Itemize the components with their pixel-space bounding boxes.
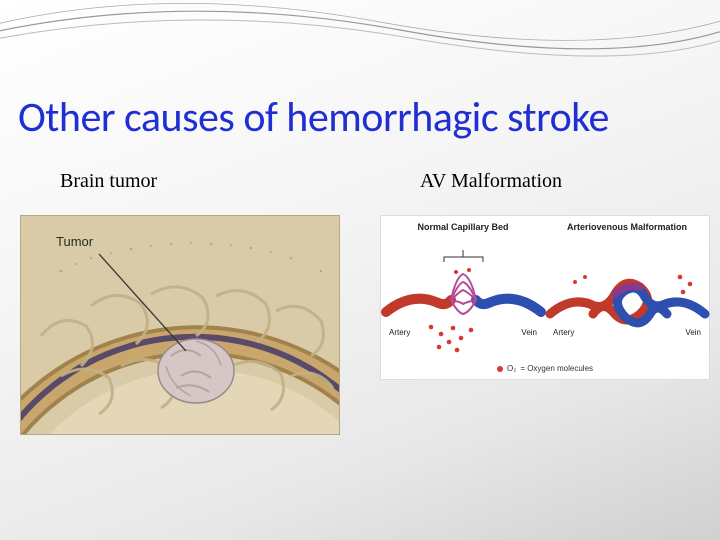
right-heading: AV Malformation [380, 170, 710, 193]
slide-title: Other causes of hemorrhagic stroke [18, 92, 609, 143]
vein-label-avm: Vein [685, 328, 701, 337]
left-column: Brain tumor [0, 170, 360, 435]
avm-figure: Normal Capillary Bed [380, 215, 710, 380]
left-heading: Brain tumor [20, 170, 340, 193]
vein-label-normal: Vein [521, 328, 537, 337]
avm-legend: O₂ = Oxygen molecules [497, 364, 593, 373]
avm-normal-title: Normal Capillary Bed [417, 222, 508, 232]
avm-malformation-panel: Arteriovenous Malformation Artery Vein [545, 216, 709, 379]
o2-dot-icon [497, 366, 503, 372]
tumor-label: Tumor [56, 234, 93, 249]
artery-label-avm: Artery [553, 328, 574, 337]
brain-tumor-figure: Tumor [20, 215, 340, 435]
artery-label-normal: Artery [389, 328, 410, 337]
header-swoosh [0, 0, 720, 80]
content-columns: Brain tumor [0, 170, 720, 435]
avm-normal-panel: Normal Capillary Bed [381, 216, 545, 379]
o2-legend-text: = Oxygen molecules [520, 364, 593, 373]
o2-symbol: O₂ [507, 364, 516, 373]
right-column: AV Malformation Normal Capillary Bed [360, 170, 720, 435]
avm-malformation-title: Arteriovenous Malformation [567, 222, 687, 232]
